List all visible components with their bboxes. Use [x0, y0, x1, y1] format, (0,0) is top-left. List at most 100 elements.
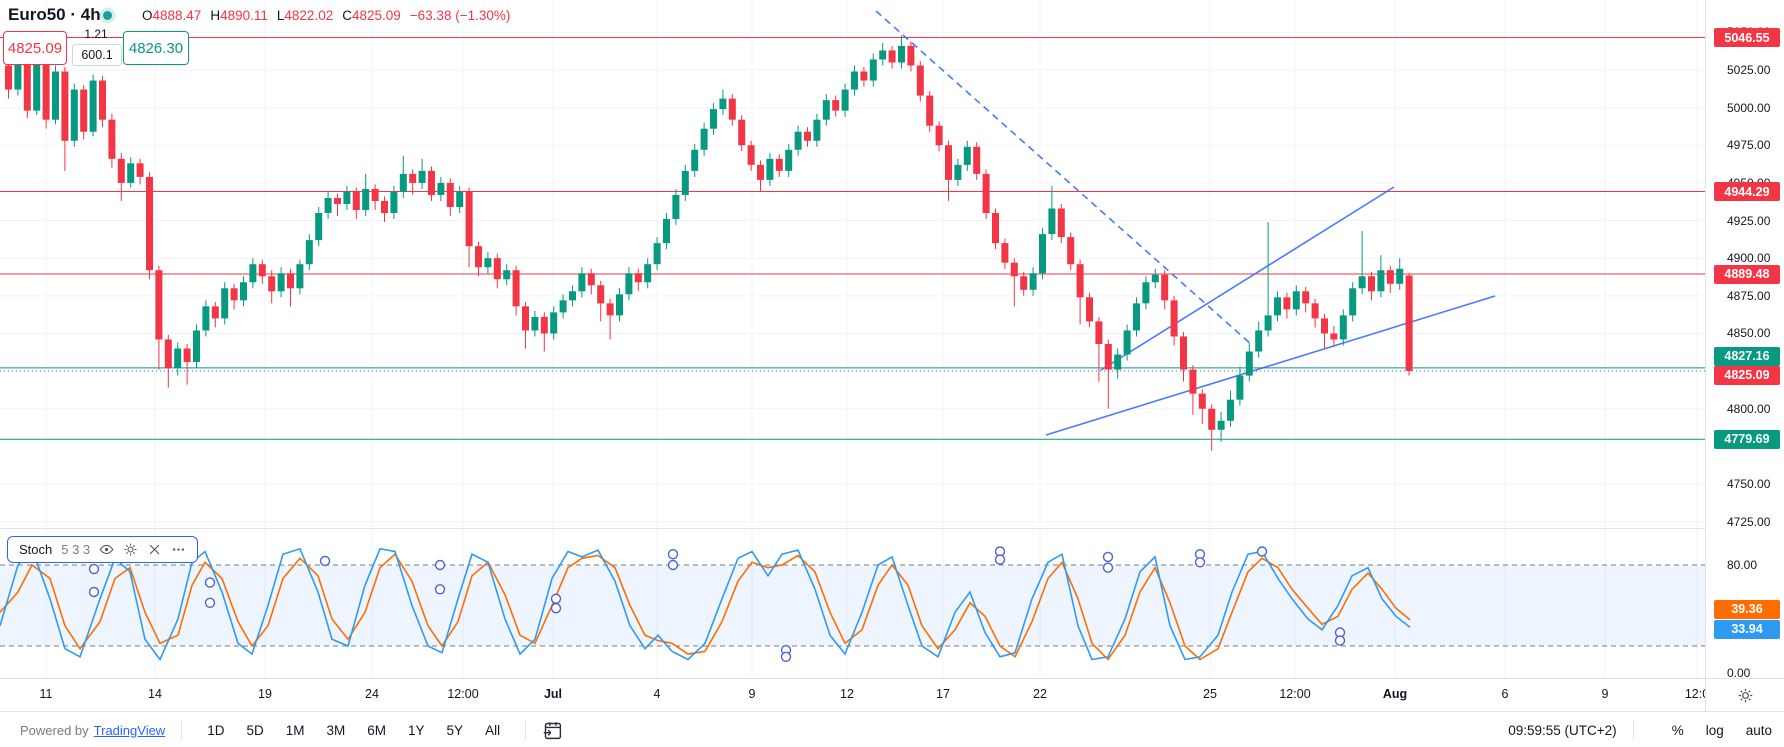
- candle-body: [644, 264, 652, 283]
- price-tick-label: 4850.00: [1727, 326, 1771, 341]
- price-tick-label: 4800.00: [1727, 401, 1771, 416]
- candle-body: [1349, 288, 1357, 316]
- ohlc-letter: C: [342, 8, 352, 23]
- range-button-5y[interactable]: 5Y: [446, 722, 464, 738]
- go-to-date-icon[interactable]: [542, 720, 563, 741]
- stoch-cross-marker: [434, 559, 446, 571]
- time-tick-label: 12:0: [1684, 687, 1705, 701]
- candle-body: [1151, 274, 1159, 283]
- stoch-cross-marker: [434, 584, 446, 595]
- divider: [181, 720, 183, 740]
- stoch-cross-marker: [319, 555, 331, 567]
- range-button-1y[interactable]: 1Y: [408, 722, 425, 738]
- time-tick-label: 9: [748, 687, 756, 701]
- candle-body: [832, 100, 840, 111]
- ohlc-letter: L: [276, 8, 285, 23]
- range-button-1d[interactable]: 1D: [207, 722, 225, 738]
- buy-price-button[interactable]: 4826.30: [123, 31, 189, 65]
- candle-body: [287, 273, 294, 289]
- stoch-cross-marker: [204, 577, 216, 588]
- candle-body: [428, 170, 435, 195]
- close-icon[interactable]: [147, 542, 162, 557]
- candle-body: [653, 243, 661, 265]
- range-button-6m[interactable]: 6M: [367, 722, 387, 738]
- candle-body: [475, 246, 482, 268]
- range-button-all[interactable]: All: [485, 722, 501, 738]
- scale-button-auto[interactable]: auto: [1745, 722, 1772, 738]
- stoch-cross-marker: [1334, 635, 1346, 646]
- scale-button-log[interactable]: log: [1705, 722, 1724, 738]
- candle-body: [296, 264, 304, 289]
- time-tick-label: 12: [840, 687, 854, 701]
- candle-body: [108, 119, 116, 159]
- candle-body: [418, 170, 426, 183]
- candle-body: [240, 282, 247, 301]
- candle-body: [945, 145, 952, 180]
- stoch-cross-marker: [780, 651, 792, 662]
- candle-body: [992, 213, 999, 244]
- powered-by-label: Powered by: [20, 722, 89, 738]
- stoch-d-line: [0, 552, 1411, 661]
- candle-body: [277, 273, 285, 292]
- trendline: [1100, 186, 1395, 371]
- candle-body: [916, 65, 924, 96]
- range-button-1m[interactable]: 1M: [285, 722, 305, 738]
- candle-body: [352, 191, 360, 211]
- candle-body: [559, 300, 567, 313]
- eye-icon[interactable]: [99, 542, 114, 557]
- quantity-field[interactable]: 600.1: [72, 44, 122, 66]
- candle-body: [1396, 268, 1404, 284]
- candle-body: [1123, 330, 1131, 355]
- candle-body: [14, 59, 22, 90]
- candle-body: [1386, 270, 1394, 284]
- more-icon[interactable]: [171, 542, 186, 557]
- candle-body: [33, 56, 41, 111]
- candle-body: [399, 173, 407, 192]
- candle-body: [202, 306, 210, 331]
- candle-body: [211, 306, 219, 319]
- ohlc-readout: O4888.47 H4890.11 L4822.02 C4825.09 −63.38 (…: [133, 8, 510, 23]
- gear-icon[interactable]: [123, 542, 138, 557]
- spread-value: 1.21: [84, 27, 108, 41]
- scale-button-%[interactable]: %: [1671, 722, 1684, 738]
- market-status-dot: [103, 11, 112, 20]
- candle-body: [136, 163, 144, 177]
- candle-body: [268, 276, 276, 292]
- stoch-band: [0, 565, 1705, 646]
- trendline: [875, 10, 1253, 346]
- range-button-5d[interactable]: 5D: [246, 722, 264, 738]
- candle-body: [1368, 276, 1375, 292]
- candle-body: [973, 146, 981, 174]
- symbol-title[interactable]: Euro50 · 4h: [8, 5, 101, 24]
- candle-body: [1245, 351, 1253, 376]
- price-tick-label: 4750.00: [1727, 477, 1771, 491]
- time-tick-label: 9: [1601, 687, 1609, 701]
- candle-body: [1161, 274, 1169, 301]
- tradingview-link[interactable]: TradingView: [93, 722, 166, 738]
- candle-body: [80, 89, 88, 132]
- price-tick-label: 4725.00: [1727, 514, 1771, 529]
- range-button-3m[interactable]: 3M: [326, 722, 346, 738]
- sell-price-button[interactable]: 4825.09: [3, 31, 67, 65]
- time-tick-label: 24: [365, 687, 379, 701]
- chart-settings-gear-icon[interactable]: [1737, 687, 1754, 704]
- candle-body: [963, 146, 971, 165]
- time-axis[interactable]: 11 14 19 24 12:00 Jul 4 9 12 17 22 25 12:00 Aug 6 9 12:0: [0, 678, 1705, 712]
- time-tick-label: 4: [653, 687, 661, 701]
- candle-body: [1180, 336, 1187, 370]
- time-tick-label: 6: [1501, 687, 1509, 701]
- stoch-cross-marker: [204, 597, 216, 608]
- candle-body: [879, 50, 887, 60]
- price-level-badge: 4944.29: [1714, 182, 1780, 201]
- price-level-badge: 4825.09: [1714, 365, 1780, 385]
- stoch-cross-marker: [1194, 557, 1206, 568]
- candle-body: [230, 288, 238, 301]
- price-tick-label: 4875.00: [1727, 288, 1771, 303]
- candle-body: [1095, 321, 1103, 344]
- candle-body: [99, 80, 106, 120]
- stoch-legend[interactable]: Stoch 5 3 3: [7, 536, 199, 563]
- price-axis[interactable]: 5050.005025.005000.004975.004950.004925.…: [1705, 0, 1784, 680]
- candle-body: [381, 200, 388, 214]
- ohlc-value: 4888.47: [152, 8, 202, 23]
